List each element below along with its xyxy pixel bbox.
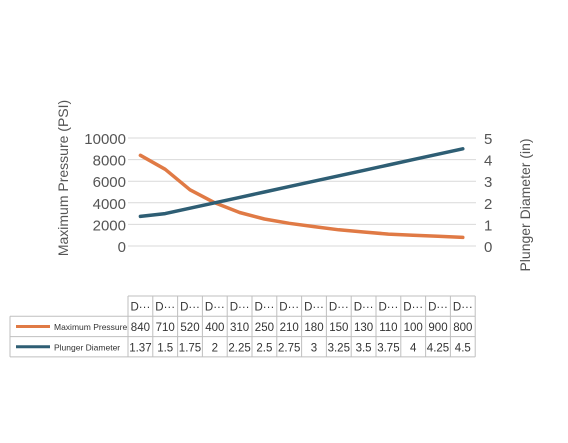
table-cell: 4.5 [455, 342, 471, 354]
category-label: D··· [453, 302, 473, 314]
table-cell: 400 [205, 322, 224, 334]
gridlines [128, 137, 476, 247]
series-line-maximum-pressure [138, 153, 465, 240]
table-cell: 110 [379, 322, 397, 334]
y-tick-right: 1 [484, 217, 492, 234]
table-cell: 210 [280, 322, 299, 334]
y-axis-label-right: Plunger Diameter (in) [517, 138, 533, 271]
category-label: D··· [403, 302, 423, 314]
table-cell: 1.5 [157, 342, 173, 354]
table-cell: 3 [311, 342, 317, 354]
legend-label: Plunger Diameter [54, 342, 120, 352]
table-cell: 3.5 [356, 342, 372, 354]
y-tick-right: 5 [484, 131, 492, 148]
y-axis-label-left: Maximum Pressure (PSI) [55, 100, 71, 256]
category-label: D··· [428, 302, 448, 314]
y-tick-right: 4 [484, 153, 492, 170]
series-line-plunger-diameter [138, 147, 465, 219]
y-tick-left: 2000 [93, 217, 126, 234]
category-label: D··· [329, 302, 349, 314]
category-label: D··· [304, 302, 324, 314]
table-cell: 840 [131, 322, 150, 334]
table-cell: 310 [230, 322, 249, 334]
table-cell: 3.25 [328, 342, 350, 354]
y-tick-left: 10000 [84, 131, 126, 148]
table-cell: 180 [304, 322, 323, 334]
table-cell: 3.75 [377, 342, 399, 354]
table-cell: 4 [410, 342, 417, 354]
table-cell: 1.75 [179, 342, 201, 354]
table-cell: 100 [404, 322, 423, 334]
y-tick-left: 8000 [93, 153, 126, 170]
table-cell: 2 [212, 342, 218, 354]
y-tick-left: 6000 [93, 174, 126, 191]
category-label: D··· [131, 302, 151, 314]
y-tick-right: 0 [484, 239, 492, 256]
table-cell: 800 [453, 322, 472, 334]
y-tick-right: 3 [484, 174, 492, 191]
category-label: D··· [180, 302, 200, 314]
category-label: D··· [379, 302, 399, 314]
category-label: D··· [354, 302, 374, 314]
y-tick-left: 0 [118, 239, 126, 256]
y-tick-left: 4000 [93, 196, 126, 213]
table-cell: 2.5 [256, 342, 272, 354]
legend-label: Maximum Pressure [54, 322, 127, 332]
category-label: D··· [279, 302, 299, 314]
table-cell: 710 [156, 322, 175, 334]
table-cell: 2.25 [228, 342, 250, 354]
table-cell: 2.75 [278, 342, 300, 354]
category-label: D··· [155, 302, 175, 314]
table-cell: 520 [180, 322, 199, 334]
data-table: D··· D··· D··· D··· D··· D··· D··· D··· D··· D···… [9, 295, 476, 358]
category-label: D··· [230, 302, 250, 314]
table-cell: 130 [354, 322, 373, 334]
table-cell: 1.37 [129, 342, 151, 354]
table-cell: 250 [255, 322, 274, 334]
table-cell: 900 [428, 322, 447, 334]
y-tick-right: 2 [484, 196, 492, 213]
table-cell: 4.25 [427, 342, 449, 354]
category-label: D··· [255, 302, 275, 314]
table-cell: 150 [329, 322, 348, 334]
category-label: D··· [205, 302, 225, 314]
